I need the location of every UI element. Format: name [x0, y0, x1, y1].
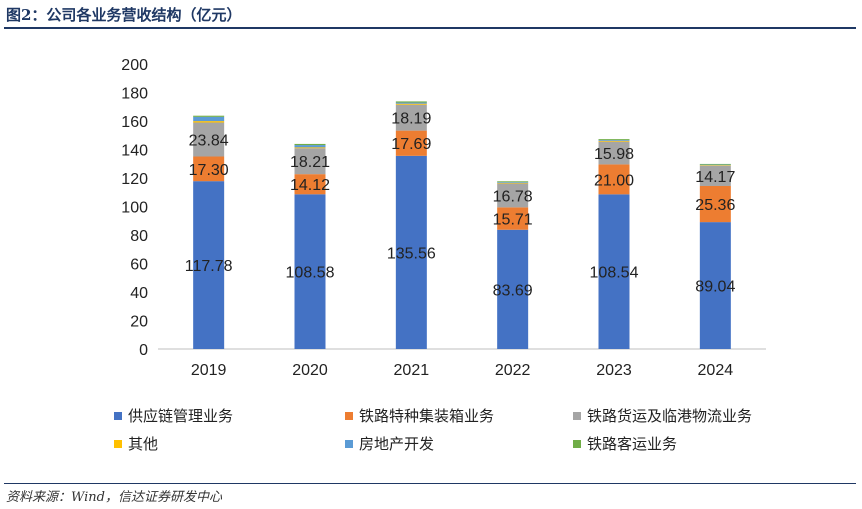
data-label: 25.36 — [695, 197, 735, 214]
bar-segment — [395, 130, 427, 156]
legend-label: 铁路特种集装箱业务 — [359, 407, 495, 425]
data-label: 23.84 — [189, 133, 229, 150]
data-label: 17.30 — [189, 162, 229, 179]
bar-segment — [699, 222, 731, 349]
data-label: 14.12 — [290, 177, 330, 194]
legend-swatch — [573, 440, 581, 448]
x-tick-label: 2021 — [394, 362, 430, 379]
legend-label: 房地产开发 — [359, 435, 435, 453]
bar-segment — [395, 155, 427, 349]
bar-segment — [699, 185, 731, 223]
bar-segment — [598, 139, 630, 140]
bottom-rule — [4, 483, 856, 484]
bar-segment — [294, 194, 326, 349]
data-label: 15.98 — [594, 146, 634, 163]
bar-segment — [193, 122, 225, 157]
x-tick-label: 2020 — [292, 362, 328, 379]
data-label: 14.17 — [695, 169, 735, 186]
x-tick-label: 2024 — [698, 362, 734, 379]
bar-segment — [598, 164, 630, 195]
y-tick-label: 100 — [121, 200, 148, 217]
y-tick-label: 40 — [130, 285, 148, 302]
legend-swatch — [114, 440, 122, 448]
y-tick-label: 180 — [121, 86, 148, 103]
x-tick-label: 2022 — [495, 362, 531, 379]
legend-item: 房地产开发 — [345, 433, 434, 454]
y-tick-label: 20 — [130, 314, 148, 331]
bar-segment — [193, 156, 225, 182]
y-tick-label: 80 — [130, 228, 148, 245]
y-tick-label: 60 — [130, 257, 148, 274]
x-tick-label: 2023 — [596, 362, 632, 379]
legend-label: 铁路货运及临港物流业务 — [587, 407, 753, 425]
data-label: 18.19 — [391, 111, 431, 128]
bar-segment — [294, 174, 326, 195]
bar-segment — [598, 140, 630, 142]
y-tick-label: 120 — [121, 171, 148, 188]
legend-item: 铁路特种集装箱业务 — [345, 405, 494, 426]
top-rule — [4, 27, 856, 29]
y-tick-label: 200 — [121, 57, 148, 74]
data-label: 89.04 — [695, 279, 735, 296]
legend-swatch — [345, 412, 353, 420]
bar-segment — [497, 181, 529, 183]
bar-segment — [395, 102, 427, 104]
bar-segment — [497, 229, 529, 349]
bar-segment — [699, 164, 731, 166]
data-label: 135.56 — [387, 245, 436, 262]
bar-segment — [294, 145, 326, 148]
data-label: 108.54 — [590, 265, 639, 282]
bar-segment — [699, 163, 731, 165]
legend-label: 供应链管理业务 — [128, 407, 234, 425]
legend-item: 铁路货运及临港物流业务 — [573, 405, 752, 426]
data-label: 16.78 — [493, 188, 533, 205]
y-tick-label: 140 — [121, 143, 148, 160]
bar-segment — [699, 165, 731, 166]
legend-label: 铁路客运业务 — [587, 435, 678, 453]
bar-segment — [193, 116, 225, 122]
bar-segment — [395, 103, 427, 105]
x-tick-label: 2019 — [191, 362, 227, 379]
data-label: 15.71 — [493, 212, 533, 229]
y-tick-label: 160 — [121, 114, 148, 131]
figure-title: 图2：公司各业务营收结构（亿元） — [6, 6, 242, 24]
bar-segment — [598, 139, 630, 141]
bar-segment — [395, 104, 427, 131]
bar-segment — [497, 182, 529, 183]
stacked-bar-chart: 0 20 40 60 80 100 120 140 160 180 200 117.78 17.30 23… — [121, 57, 766, 379]
data-label: 108.58 — [286, 265, 335, 282]
bar-segment — [699, 165, 731, 186]
legend-item: 铁路客运业务 — [573, 433, 677, 454]
bar-segment — [294, 147, 326, 149]
bar-segment — [598, 194, 630, 349]
bar-segment — [598, 141, 630, 165]
bar-segment — [497, 183, 529, 208]
data-label: 83.69 — [493, 282, 533, 299]
data-label: 18.21 — [290, 154, 330, 171]
bar-segment — [497, 182, 529, 184]
data-label: 117.78 — [185, 258, 233, 275]
y-tick-label: 0 — [139, 342, 148, 359]
bar-segment — [395, 101, 427, 103]
bar-segment — [497, 207, 529, 230]
data-label: 17.69 — [391, 136, 431, 153]
legend-item: 其他 — [114, 433, 158, 454]
bar-segment — [294, 143, 326, 146]
legend-label: 其他 — [128, 435, 159, 453]
bar-segment — [193, 181, 225, 349]
legend-swatch — [345, 440, 353, 448]
bar-segment — [193, 115, 225, 117]
legend-swatch — [114, 412, 122, 420]
legend-item: 供应链管理业务 — [114, 405, 233, 426]
data-label: 21.00 — [594, 172, 634, 189]
legend-swatch — [573, 412, 581, 420]
bar-segment — [193, 121, 225, 123]
bar-segment — [294, 148, 326, 175]
source-note: 资料来源：Wind，信达证券研发中心 — [6, 490, 222, 505]
